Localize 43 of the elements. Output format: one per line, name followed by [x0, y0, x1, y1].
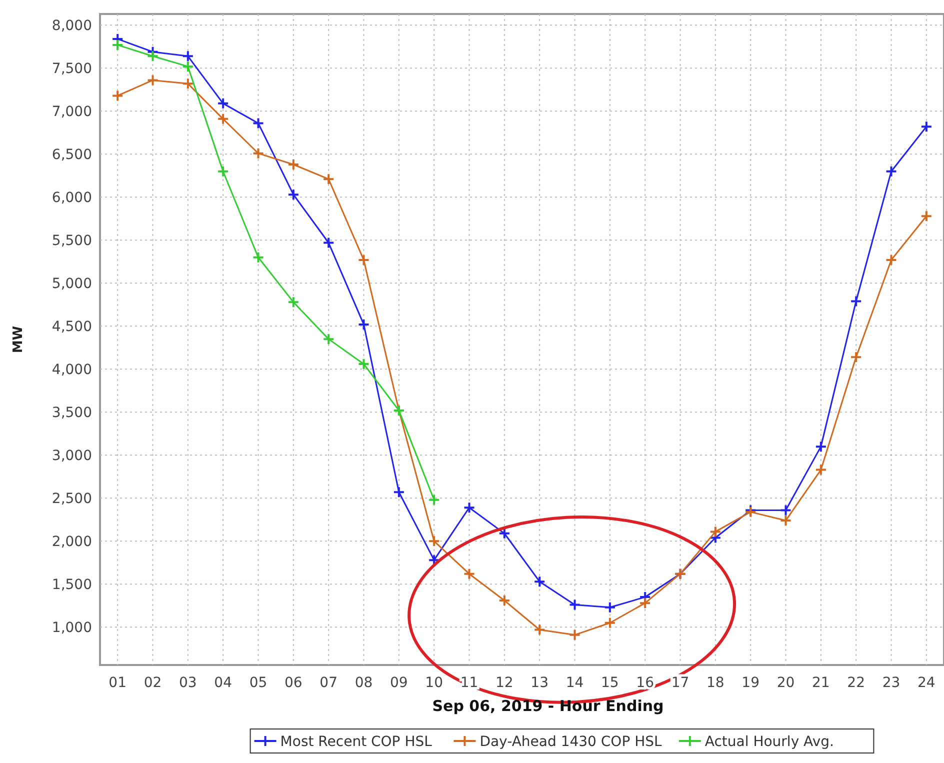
x-tick-label: 03: [179, 675, 197, 691]
x-tick-label: 22: [847, 675, 865, 691]
y-tick-label: 3,000: [52, 448, 92, 464]
x-tick-label: 08: [354, 675, 373, 691]
y-tick-label: 5,000: [52, 276, 92, 292]
x-tick-label: 17: [671, 675, 690, 691]
x-tick-label: 01: [108, 675, 126, 691]
x-tick-label: 18: [706, 675, 724, 691]
x-tick-label: 13: [530, 675, 548, 691]
x-tick-label: 04: [214, 675, 232, 691]
x-tick-label: 12: [496, 675, 514, 691]
x-tick-label: 05: [249, 675, 268, 691]
x-tick-label: 02: [144, 675, 162, 691]
x-tick-label: 21: [812, 675, 830, 691]
y-tick-label: 2,500: [52, 491, 92, 508]
x-tick-label: 09: [390, 675, 408, 691]
x-axis-title: Sep 06, 2019 - Hour Ending: [432, 697, 664, 715]
y-tick-label: 1,000: [52, 620, 92, 636]
y-tick-label: 3,500: [52, 405, 92, 422]
x-tick-label: 06: [284, 675, 302, 691]
y-tick-label: 4,500: [52, 319, 92, 336]
y-tick-label: 7,000: [52, 104, 92, 120]
y-tick-label: 5,500: [52, 233, 92, 250]
y-tick-label: 6,000: [52, 190, 92, 206]
x-tick-label: 20: [776, 675, 795, 691]
x-tick-label: 07: [320, 675, 338, 691]
x-tick-label: 23: [882, 675, 900, 691]
x-tick-label: 10: [425, 675, 443, 691]
x-tick-label: 24: [918, 675, 936, 691]
x-tick-label: 16: [636, 675, 654, 691]
y-tick-label: 7,500: [52, 61, 92, 78]
x-tick-label: 19: [742, 675, 760, 691]
x-tick-label: 15: [601, 675, 619, 691]
y-tick-label: 8,000: [52, 18, 92, 34]
y-tick-label: 2,000: [52, 534, 92, 550]
legend-label: Most Recent COP HSL: [280, 734, 432, 750]
y-tick-label: 1,500: [52, 577, 92, 594]
x-tick-label: 14: [566, 675, 584, 691]
legend-label: Day-Ahead 1430 COP HSL: [480, 734, 662, 750]
y-tick-label: 4,000: [52, 362, 92, 378]
y-axis-title: MW: [11, 326, 26, 354]
legend-label: Actual Hourly Avg.: [704, 734, 834, 750]
y-tick-label: 6,500: [52, 147, 92, 164]
